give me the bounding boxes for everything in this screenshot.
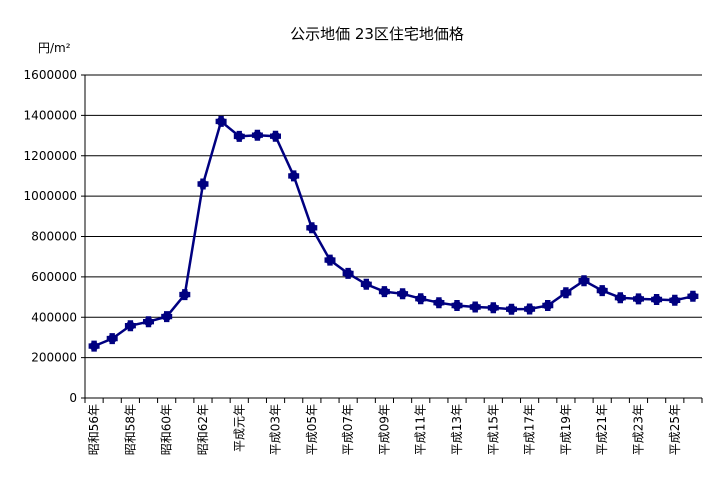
data-point-core bbox=[525, 304, 535, 314]
axes bbox=[84, 75, 702, 399]
data-point-core bbox=[615, 293, 625, 303]
x-tick-label: 平成19年 bbox=[559, 404, 573, 455]
data-point-core bbox=[144, 317, 154, 327]
y-tick-label: 1200000 bbox=[24, 149, 77, 163]
y-axis-label: 円/m² bbox=[38, 41, 71, 55]
data-point-core bbox=[379, 287, 389, 297]
data-point-core bbox=[597, 286, 607, 296]
data-point-core bbox=[506, 304, 516, 314]
y-tick-label: 400000 bbox=[31, 310, 77, 324]
x-tick-label: 平成15年 bbox=[486, 404, 500, 455]
y-tick-label: 1000000 bbox=[24, 189, 77, 203]
data-point-core bbox=[289, 171, 299, 181]
data-point-core bbox=[652, 294, 662, 304]
data-point-core bbox=[234, 131, 244, 141]
x-tick-label: 昭和58年 bbox=[123, 404, 137, 455]
x-tick-label: 平成21年 bbox=[595, 404, 609, 455]
x-tick-label: 平成03年 bbox=[269, 404, 283, 455]
y-tick-label: 600000 bbox=[31, 270, 77, 284]
data-point-core bbox=[670, 295, 680, 305]
gridlines bbox=[85, 74, 702, 359]
y-tick-label: 0 bbox=[69, 391, 77, 405]
data-point-core bbox=[216, 116, 226, 126]
data-point-core bbox=[488, 303, 498, 313]
data-point-core bbox=[89, 341, 99, 351]
data-point-core bbox=[271, 131, 281, 141]
data-point-core bbox=[125, 321, 135, 331]
series-price bbox=[88, 115, 699, 352]
data-point-core bbox=[343, 268, 353, 278]
y-tick-label: 1600000 bbox=[24, 68, 77, 82]
x-tick-label: 平成23年 bbox=[631, 404, 645, 455]
x-tick-label: 平成09年 bbox=[377, 404, 391, 455]
data-point-core bbox=[434, 298, 444, 308]
x-tick-label: 平成17年 bbox=[523, 404, 537, 455]
data-point-core bbox=[252, 130, 262, 140]
data-point-core bbox=[633, 294, 643, 304]
data-point-core bbox=[107, 334, 117, 344]
x-tick-label: 昭和56年 bbox=[87, 404, 101, 455]
series-line bbox=[93, 119, 694, 348]
x-tick-label: 昭和62年 bbox=[196, 404, 210, 455]
chart-title: 公示地価 23区住宅地価格 bbox=[290, 25, 464, 43]
data-point-core bbox=[543, 301, 553, 311]
data-point-core bbox=[452, 301, 462, 311]
data-point-core bbox=[688, 291, 698, 301]
data-point-core bbox=[398, 289, 408, 299]
x-tick-label: 平成25年 bbox=[668, 404, 682, 455]
y-tick-label: 1400000 bbox=[24, 108, 77, 122]
x-tick-label: 平成13年 bbox=[450, 404, 464, 455]
x-tick-label: 昭和60年 bbox=[160, 404, 174, 455]
x-tick-label: 平成07年 bbox=[341, 404, 355, 455]
data-point-core bbox=[307, 223, 317, 233]
data-point-core bbox=[416, 294, 426, 304]
y-tick-label: 800000 bbox=[31, 230, 77, 244]
y-tick-label: 200000 bbox=[31, 351, 77, 365]
x-tick-label: 平成元年 bbox=[232, 404, 246, 452]
data-point-core bbox=[361, 279, 371, 289]
x-axis-ticks: 昭和56年 昭和58年 昭和60年 昭和62年 平成元年 平成03年 平成05年 平成07年 平… bbox=[84, 398, 703, 455]
data-point-core bbox=[561, 288, 571, 298]
data-point-core bbox=[579, 276, 589, 286]
data-point-core bbox=[470, 302, 480, 312]
data-point-core bbox=[198, 179, 208, 189]
data-point-core bbox=[180, 290, 190, 300]
x-tick-label: 平成11年 bbox=[414, 404, 428, 455]
data-point-core bbox=[325, 255, 335, 265]
x-tick-label: 平成05年 bbox=[305, 404, 319, 455]
y-axis-ticks: 0 200000 400000 600000 800000 1000000 1200000 1… bbox=[24, 68, 85, 405]
data-point-core bbox=[162, 312, 172, 322]
